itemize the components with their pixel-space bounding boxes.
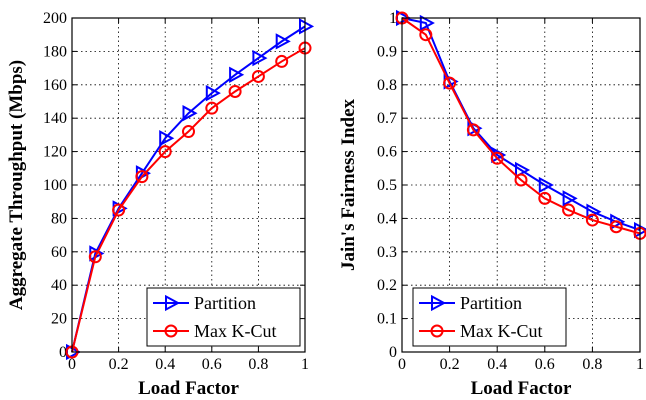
y-tick-label: 0.5 bbox=[377, 177, 397, 194]
data-point-triangle bbox=[610, 213, 626, 230]
series-line bbox=[71, 47, 306, 353]
data-point-triangle bbox=[299, 18, 315, 35]
y-tick-label: 0 bbox=[389, 344, 397, 361]
x-tick-label: 0 bbox=[68, 356, 76, 373]
chart-1: 0 20 40 60 80 100 120 140 160 180 200 0 0.2 0.4 0.6 0.8… bbox=[6, 10, 315, 399]
y-tick-label: 160 bbox=[43, 77, 67, 94]
data-point-circle bbox=[228, 84, 242, 98]
data-point-triangle bbox=[159, 130, 175, 147]
y-tick-label: 20 bbox=[51, 311, 67, 328]
legend: Partition Max K-Cut bbox=[412, 287, 567, 347]
x-tick-label: 0.6 bbox=[202, 356, 222, 373]
legend-label: Max K-Cut bbox=[194, 321, 277, 341]
x-axis-label: Load Factor bbox=[138, 378, 239, 399]
data-point-circle bbox=[430, 324, 444, 338]
legend-label: Partition bbox=[194, 293, 256, 313]
data-point-circle bbox=[443, 76, 457, 90]
data-point-circle bbox=[251, 69, 265, 83]
x-tick-label: 0.4 bbox=[155, 356, 175, 373]
data-point-circle bbox=[419, 28, 433, 42]
x-tick-label: 1 bbox=[301, 356, 309, 373]
series-partition bbox=[396, 9, 646, 239]
data-point-triangle bbox=[275, 33, 291, 50]
y-axis-label: Jain's Fairness Index bbox=[338, 98, 359, 271]
y-tick-label: 180 bbox=[43, 43, 67, 60]
y-tick-label: 0.6 bbox=[377, 144, 397, 161]
y-tick-label: 140 bbox=[43, 110, 67, 127]
data-point-triangle bbox=[562, 190, 578, 207]
axes-frame bbox=[401, 17, 641, 353]
x-tick-label: 0.2 bbox=[440, 356, 460, 373]
data-point-triangle bbox=[538, 176, 554, 194]
data-point-triangle bbox=[182, 105, 198, 122]
x-tick-label: 0.6 bbox=[535, 356, 555, 373]
series-max-k-cut bbox=[65, 41, 312, 359]
y-tick-label: 120 bbox=[43, 144, 67, 161]
y-tick-label: 0 bbox=[59, 344, 67, 361]
x-tick-label: 0.8 bbox=[582, 356, 602, 373]
axes-frame bbox=[71, 17, 306, 353]
x-tick-label: 0.2 bbox=[109, 356, 129, 373]
data-point-triangle bbox=[419, 14, 435, 32]
y-tick-label: 100 bbox=[43, 177, 67, 194]
data-point-circle bbox=[164, 324, 178, 338]
y-tick-label: 0.3 bbox=[377, 244, 397, 261]
data-point-circle bbox=[490, 151, 504, 165]
y-tick-label: 1 bbox=[389, 10, 397, 27]
data-point-triangle bbox=[515, 161, 531, 179]
y-tick-label: 60 bbox=[51, 244, 67, 261]
x-tick-label: 0 bbox=[398, 356, 406, 373]
data-point-circle bbox=[538, 191, 552, 205]
data-point-circle bbox=[562, 203, 576, 217]
chart-2: 0 0.1 0.2 0.3 0.4 0.5 0.6 0.7 0.8 0.9 1 0 0.2 0.4 0.6 0… bbox=[338, 9, 646, 399]
series-line bbox=[401, 17, 641, 235]
data-point-circle bbox=[205, 101, 219, 115]
data-point-triangle bbox=[229, 66, 245, 83]
data-point-triangle bbox=[205, 84, 221, 102]
y-tick-label: 0.1 bbox=[377, 311, 397, 328]
data-point-circle bbox=[135, 170, 149, 184]
y-tick-label: 0.2 bbox=[377, 277, 397, 294]
data-point-circle bbox=[514, 173, 528, 187]
x-tick-label: 1 bbox=[636, 356, 644, 373]
y-tick-label: 80 bbox=[51, 210, 67, 227]
y-tick-label: 0.7 bbox=[377, 110, 397, 127]
data-point-triangle bbox=[165, 294, 181, 312]
y-axis-label: Aggregate Throughput (Mbps) bbox=[6, 60, 27, 310]
y-tick-label: 200 bbox=[43, 10, 67, 27]
x-tick-label: 0.4 bbox=[487, 356, 507, 373]
data-point-circle bbox=[158, 145, 172, 159]
y-tick-label: 40 bbox=[51, 277, 67, 294]
data-point-circle bbox=[275, 54, 289, 68]
data-point-triangle bbox=[252, 49, 268, 67]
legend-label: Partition bbox=[460, 293, 522, 313]
legend-label: Max K-Cut bbox=[460, 321, 543, 341]
data-point-circle bbox=[182, 125, 195, 139]
series-line bbox=[401, 17, 641, 232]
y-tick-label: 0.4 bbox=[377, 210, 397, 227]
legend: Partition Max K-Cut bbox=[146, 287, 301, 347]
y-tick-label: 0.8 bbox=[377, 77, 397, 94]
data-point-circle bbox=[466, 123, 480, 137]
data-point-circle bbox=[609, 220, 623, 234]
data-point-circle bbox=[585, 213, 599, 227]
x-tick-label: 0.8 bbox=[248, 356, 268, 373]
data-point-circle bbox=[88, 250, 102, 264]
x-axis-label: Load Factor bbox=[471, 378, 572, 399]
y-tick-label: 0.9 bbox=[377, 43, 397, 60]
data-point-triangle bbox=[431, 294, 447, 312]
data-point-circle bbox=[112, 203, 126, 217]
